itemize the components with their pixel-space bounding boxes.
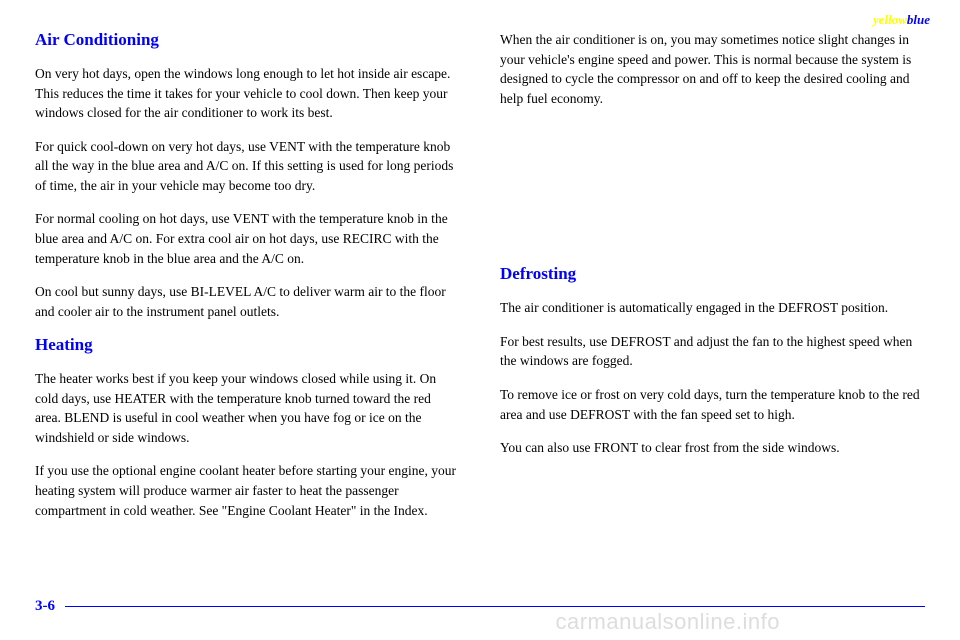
right-column: When the air conditioner is on, you may … bbox=[500, 30, 925, 534]
paragraph: For quick cool-down on very hot days, us… bbox=[35, 137, 460, 196]
paragraph: You can also use FRONT to clear frost fr… bbox=[500, 438, 925, 458]
page-number: 3-6 bbox=[35, 598, 55, 615]
heading-air-conditioning: Air Conditioning bbox=[35, 30, 460, 50]
paragraph: The air conditioner is automatically eng… bbox=[500, 298, 925, 318]
footer-divider bbox=[65, 606, 925, 608]
paragraph: For normal cooling on hot days, use VENT… bbox=[35, 209, 460, 268]
paragraph: To remove ice or frost on very cold days… bbox=[500, 385, 925, 424]
watermark-yellow-text: yellow bbox=[873, 12, 907, 27]
paragraph: On very hot days, open the windows long … bbox=[35, 64, 460, 123]
watermark-blue-text: blue bbox=[907, 12, 930, 27]
left-column: Air Conditioning On very hot days, open … bbox=[35, 30, 460, 534]
page-footer: 3-6 bbox=[35, 598, 925, 615]
header-watermark: yellowblue bbox=[873, 12, 930, 28]
paragraph: The heater works best if you keep your w… bbox=[35, 369, 460, 447]
heading-defrosting: Defrosting bbox=[500, 264, 925, 284]
paragraph: If you use the optional engine coolant h… bbox=[35, 461, 460, 520]
spacer bbox=[500, 122, 925, 264]
paragraph: When the air conditioner is on, you may … bbox=[500, 30, 925, 108]
main-content: Air Conditioning On very hot days, open … bbox=[0, 0, 960, 534]
paragraph: On cool but sunny days, use BI-LEVEL A/C… bbox=[35, 282, 460, 321]
paragraph: For best results, use DEFROST and adjust… bbox=[500, 332, 925, 371]
heading-heating: Heating bbox=[35, 335, 460, 355]
bottom-watermark: carmanualsonline.info bbox=[555, 609, 780, 635]
